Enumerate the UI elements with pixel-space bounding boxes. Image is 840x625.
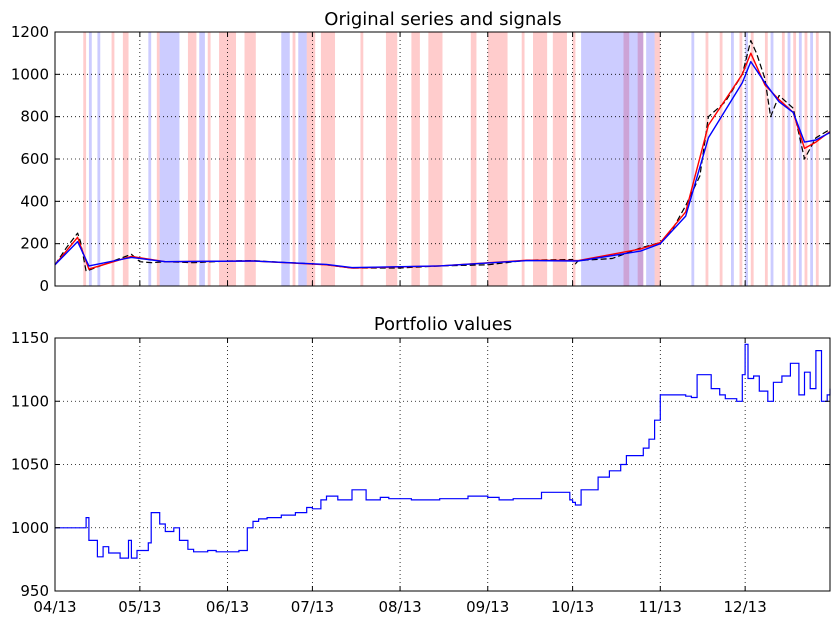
top-series: [54, 39, 831, 272]
x-tick-label: 07/13: [291, 598, 334, 616]
y-tick-label: 1200: [11, 23, 49, 41]
buy-signal-span: [533, 32, 548, 286]
sell-signal-span: [731, 32, 734, 286]
x-tick-label: 10/13: [551, 598, 594, 616]
sell-signal-span: [88, 32, 92, 286]
y-tick-label: 1050: [11, 456, 49, 474]
top-panel: Original series and signals 0 200 400 600 80…: [11, 9, 831, 295]
buy-signal-span: [187, 32, 197, 286]
x-tick-label: 09/13: [466, 598, 509, 616]
sell-signal-span: [691, 32, 695, 286]
bottom-chart-title: Portfolio values: [374, 314, 512, 335]
buy-signal-span: [487, 32, 508, 286]
buy-signal-span: [83, 32, 87, 286]
slow-signal-line: [54, 60, 831, 269]
buy-signal-span: [122, 32, 129, 286]
y-tick-label: 800: [20, 108, 49, 126]
buy-signal-span: [739, 32, 743, 286]
buy-signal-span: [719, 32, 723, 286]
sell-signal-span: [787, 32, 791, 286]
sell-signal-span: [148, 32, 152, 286]
buy-signal-span: [244, 32, 256, 286]
bottom-y-ticks: 950 1000 1050 1100 1150: [11, 329, 830, 600]
sell-signal-span: [159, 32, 180, 286]
buy-signal-span: [207, 32, 211, 286]
bottom-series: [55, 343, 831, 559]
buy-signal-span: [815, 32, 819, 286]
buy-signal-span: [292, 32, 296, 286]
y-tick-label: 400: [20, 192, 49, 210]
buy-signal-span: [705, 32, 709, 286]
y-tick-label: 1100: [11, 392, 49, 410]
sell-signal-span: [745, 32, 748, 286]
sell-signal-span: [199, 32, 205, 286]
buy-signal-span: [360, 32, 364, 286]
y-tick-label: 1000: [11, 65, 49, 83]
y-tick-label: 950: [20, 582, 49, 600]
x-tick-label: 06/13: [206, 598, 249, 616]
y-tick-label: 200: [20, 235, 49, 253]
buy-signal-span: [623, 32, 630, 286]
top-x-ticks: [54, 32, 746, 286]
bottom-plot-background: [55, 338, 830, 591]
x-tick-label: 04/13: [33, 598, 76, 616]
buy-signal-span: [637, 32, 644, 286]
buy-signal-span: [793, 32, 797, 286]
portfolio-value-line: [55, 343, 831, 559]
x-tick-label: 05/13: [118, 598, 161, 616]
buy-signal-span: [156, 32, 160, 286]
y-tick-label: 1000: [11, 519, 49, 537]
y-tick-label: 1150: [11, 329, 49, 347]
buy-signal-span: [470, 32, 477, 286]
buy-signal-span: [654, 32, 661, 286]
sell-signal-span: [581, 32, 644, 286]
bottom-panel: Portfolio values 950 1000 1050 1100 1150 04/…: [11, 314, 831, 616]
bottom-x-ticks: 04/13 05/13 06/13 07/13 08/13 09/13 10/13 11/13…: [33, 338, 767, 616]
sell-signal-span: [97, 32, 101, 286]
sell-signal-span: [798, 32, 802, 286]
buy-signal-span: [572, 32, 576, 286]
sell-signal-span: [298, 32, 307, 286]
top-chart-title: Original series and signals: [324, 9, 561, 30]
buy-signal-span: [111, 32, 115, 286]
sell-signal-span: [770, 32, 774, 286]
x-tick-label: 08/13: [378, 598, 421, 616]
y-tick-label: 0: [39, 277, 49, 295]
top-y-ticks: 0 200 400 600 800 1000 1200: [11, 23, 830, 295]
buy-signal-span: [306, 32, 316, 286]
buy-signal-span: [764, 32, 768, 286]
buy-signal-span: [804, 32, 808, 286]
sell-signal-span: [646, 32, 655, 286]
x-tick-label: 12/13: [724, 598, 767, 616]
top-plot-background: [55, 32, 830, 286]
sell-signal-span: [281, 32, 290, 286]
y-tick-label: 600: [20, 150, 49, 168]
buy-signal-span: [750, 32, 754, 286]
x-tick-label: 11/13: [639, 598, 682, 616]
